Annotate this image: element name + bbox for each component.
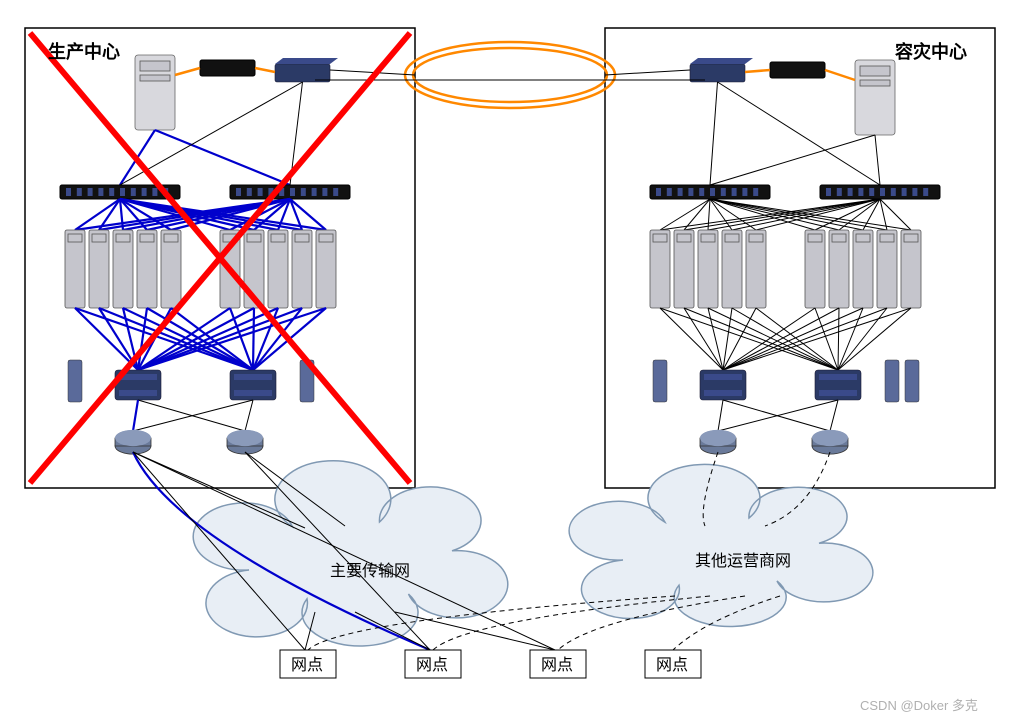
branch-label: 网点 [656,656,688,674]
watermark: CSDN @Doker 多克 [860,698,978,713]
main-net-label: 主要传输网 [330,562,410,580]
dr-center-label: 容灾中心 [895,41,967,62]
prod-center-label: 生产中心 [48,41,120,62]
branch-label: 网点 [416,656,448,674]
dr-topology-diagram: 网点 网点 网点 网点 生产中心 容灾中心主要传输网 其他运营商网 CSDN @Doker 多… [0,0,1022,721]
branch-label: 网点 [541,656,573,674]
other-net-label: 其他运营商网 [695,552,791,570]
branch-label: 网点 [291,656,323,674]
